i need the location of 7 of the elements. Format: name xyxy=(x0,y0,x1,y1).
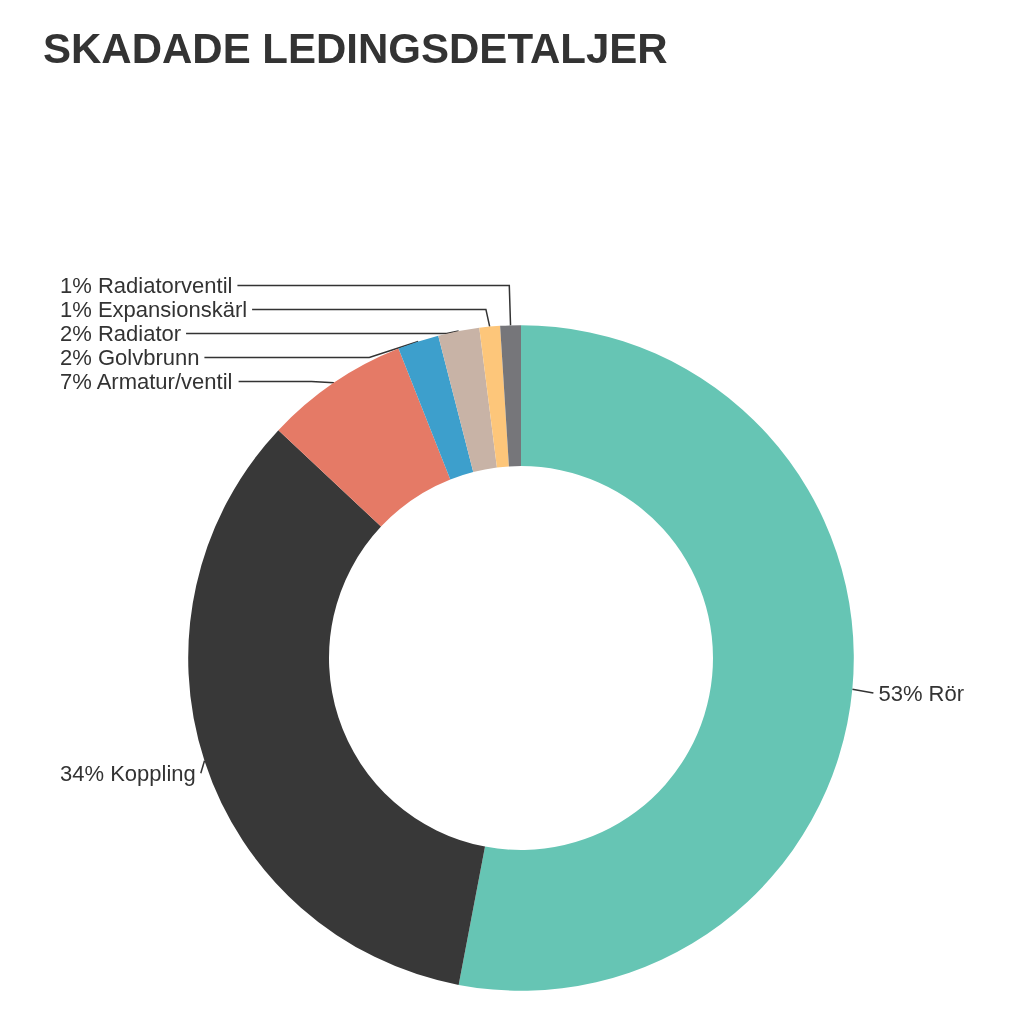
slice-label: 53% Rör xyxy=(878,680,964,706)
slice-label: 1% Radiatorventil xyxy=(60,272,233,298)
slice-label: 2% Golvbrunn xyxy=(60,344,200,370)
slice-label: 1% Expansionskärl xyxy=(60,296,248,322)
slice-label: 34% Koppling xyxy=(60,760,196,786)
chart-title: SKADADE LEDINGSDETALJER xyxy=(43,24,668,72)
slice-label: 7% Armatur/ventil xyxy=(60,368,233,394)
